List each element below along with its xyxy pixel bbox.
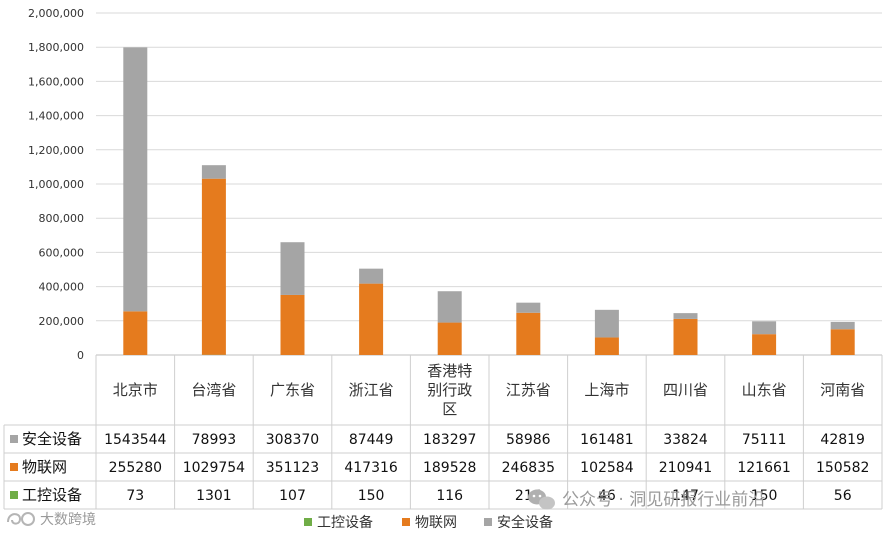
y-tick-label: 200,000 xyxy=(39,315,85,328)
row-color-key xyxy=(10,491,18,499)
legend-label: 物联网 xyxy=(415,515,457,531)
table-cell: 1301 xyxy=(196,488,232,504)
bar-segment xyxy=(280,294,305,355)
table-cell: 1543544 xyxy=(104,432,166,448)
row-color-key xyxy=(10,435,18,443)
legend-key xyxy=(304,518,312,526)
table-cell: 87449 xyxy=(349,432,394,448)
bar-segment xyxy=(516,312,541,355)
table-cell: 210941 xyxy=(659,460,712,476)
y-tick-label: 1,600,000 xyxy=(28,75,84,88)
bar-segment xyxy=(123,47,148,312)
table-row-label: 工控设备 xyxy=(22,486,82,504)
watermark-text: 公众号 · 洞见研报行业前沿 xyxy=(562,490,765,510)
bar-segment xyxy=(673,313,698,319)
y-tick-label: 1,400,000 xyxy=(28,110,84,123)
table-cell: 150 xyxy=(751,488,778,504)
y-axis-ticks: 0 200,000 400,000 600,000 800,000 1,000,000 1,… xyxy=(28,7,84,362)
table-cell: 46 xyxy=(598,488,616,504)
table-cell: 78993 xyxy=(192,432,237,448)
table-cell: 150 xyxy=(358,488,385,504)
bar-segment xyxy=(830,329,855,355)
bar-segment xyxy=(280,242,305,295)
table-cell: 183297 xyxy=(423,432,476,448)
y-tick-label: 1,800,000 xyxy=(28,41,84,54)
x-category-label: 河南省 xyxy=(820,381,865,399)
row-color-key xyxy=(10,463,18,471)
legend-label: 工控设备 xyxy=(317,514,373,531)
table-cell: 150582 xyxy=(816,460,869,476)
wechat-icon xyxy=(528,489,555,510)
bar-segment xyxy=(201,165,226,179)
bar-segment xyxy=(594,309,619,338)
bar-segment xyxy=(752,334,777,355)
bars xyxy=(123,47,855,355)
x-category-label: 江苏省 xyxy=(506,381,551,399)
bar-segment xyxy=(201,178,226,355)
y-tick-label: 800,000 xyxy=(39,212,85,225)
table-cell: 417316 xyxy=(344,460,398,476)
bar-segment xyxy=(594,337,619,355)
corner-watermark-text: 大数跨境 xyxy=(40,512,96,528)
y-tick-label: 1,000,000 xyxy=(28,178,84,191)
table-row-label: 物联网 xyxy=(22,458,67,476)
bar-segment xyxy=(437,291,462,323)
bar-segment xyxy=(830,321,855,330)
corner-logo-icon xyxy=(7,512,35,526)
bar-segment xyxy=(437,322,462,355)
x-category-label: 台湾省 xyxy=(191,381,236,399)
legend-key xyxy=(402,518,410,526)
table-cell: 75111 xyxy=(742,432,787,448)
x-category-label: 上海市 xyxy=(584,381,629,399)
gridlines xyxy=(96,12,882,356)
x-category-label: 浙江省 xyxy=(349,381,394,399)
bar-segment xyxy=(123,311,148,355)
table-cell: 56 xyxy=(834,488,852,504)
table-cell: 116 xyxy=(436,488,463,504)
table-cell: 33824 xyxy=(663,432,708,448)
y-tick-label: 600,000 xyxy=(39,246,85,259)
watermark: 公众号 · 洞见研报行业前沿 大数跨境 xyxy=(7,489,765,528)
table-cell: 1029754 xyxy=(183,460,245,476)
x-category-label: 山东省 xyxy=(742,381,787,399)
x-category-label: 四川省 xyxy=(663,381,708,399)
table-cell: 351123 xyxy=(266,460,319,476)
table-cell: 102584 xyxy=(580,460,634,476)
legend: 工控设备 物联网 安全设备 xyxy=(304,514,553,531)
table-cell: 189528 xyxy=(423,460,476,476)
y-tick-label: 1,200,000 xyxy=(28,144,84,157)
table-cell: 147 xyxy=(672,488,699,504)
table-row-label: 安全设备 xyxy=(22,430,82,448)
bar-segment xyxy=(673,318,698,355)
x-category-label: 香港特别行政区 xyxy=(427,362,472,418)
legend-label: 安全设备 xyxy=(497,514,553,531)
table-cell: 308370 xyxy=(266,432,319,448)
table-cell: 107 xyxy=(279,488,306,504)
y-tick-label: 400,000 xyxy=(39,281,85,294)
x-category-label: 广东省 xyxy=(270,381,315,399)
table-cell: 73 xyxy=(126,488,144,504)
x-category-label: 北京市 xyxy=(113,381,158,399)
table-cell: 58986 xyxy=(506,432,551,448)
bar-segment xyxy=(359,283,384,355)
bar-segment xyxy=(752,321,777,335)
bar-segment xyxy=(516,302,541,313)
y-tick-label: 0 xyxy=(77,349,84,362)
table-cell: 255280 xyxy=(109,460,162,476)
y-tick-label: 2,000,000 xyxy=(28,7,84,20)
table-cell: 161481 xyxy=(580,432,633,448)
table-cell: 121661 xyxy=(737,460,790,476)
legend-key xyxy=(484,518,492,526)
bar-segment xyxy=(359,268,384,284)
table-cell: 246835 xyxy=(502,460,555,476)
table-cell: 42819 xyxy=(820,432,865,448)
